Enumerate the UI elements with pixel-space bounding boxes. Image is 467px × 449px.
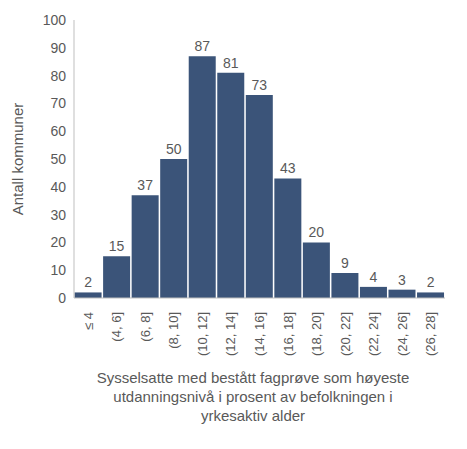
svg-text:2: 2 (84, 274, 92, 290)
svg-text:≤ 4: ≤ 4 (81, 312, 96, 330)
svg-text:80: 80 (50, 68, 66, 84)
svg-text:10: 10 (50, 262, 66, 278)
svg-text:(14, 16]: (14, 16] (252, 312, 267, 356)
svg-text:20: 20 (50, 234, 66, 250)
svg-text:87: 87 (194, 38, 210, 54)
svg-text:90: 90 (50, 40, 66, 56)
svg-text:50: 50 (166, 141, 182, 157)
svg-text:(22, 24]: (22, 24] (366, 312, 381, 356)
svg-text:Antall kommuner: Antall kommuner (9, 103, 26, 216)
svg-text:(12, 14]: (12, 14] (223, 312, 238, 356)
svg-text:(26, 28]: (26, 28] (423, 312, 438, 356)
svg-text:60: 60 (50, 123, 66, 139)
svg-text:(4, 6]: (4, 6] (109, 312, 124, 342)
svg-text:(6, 8]: (6, 8] (138, 312, 153, 342)
svg-text:15: 15 (109, 238, 125, 254)
svg-text:2: 2 (427, 274, 435, 290)
svg-text:(8, 10]: (8, 10] (166, 312, 181, 349)
svg-text:37: 37 (137, 177, 153, 193)
svg-text:(18, 20]: (18, 20] (309, 312, 324, 356)
svg-text:81: 81 (223, 55, 239, 71)
svg-text:4: 4 (370, 269, 378, 285)
svg-text:9: 9 (341, 255, 349, 271)
svg-text:3: 3 (398, 272, 406, 288)
svg-text:50: 50 (50, 151, 66, 167)
svg-text:(10, 12]: (10, 12] (195, 312, 210, 356)
svg-text:0: 0 (58, 290, 66, 306)
svg-text:100: 100 (43, 12, 67, 28)
svg-text:73: 73 (252, 77, 268, 93)
svg-text:20: 20 (309, 224, 325, 240)
svg-text:30: 30 (50, 207, 66, 223)
html-text:Sysselsatte med bestått fagprø: Sysselsatte med bestått fagprøve som høy… (96, 369, 410, 424)
svg-text:40: 40 (50, 179, 66, 195)
svg-text:(24, 26]: (24, 26] (395, 312, 410, 356)
svg-text:70: 70 (50, 95, 66, 111)
svg-text:43: 43 (280, 160, 296, 176)
svg-text:(20, 22]: (20, 22] (338, 312, 353, 356)
svg-text:(16, 18]: (16, 18] (281, 312, 296, 356)
